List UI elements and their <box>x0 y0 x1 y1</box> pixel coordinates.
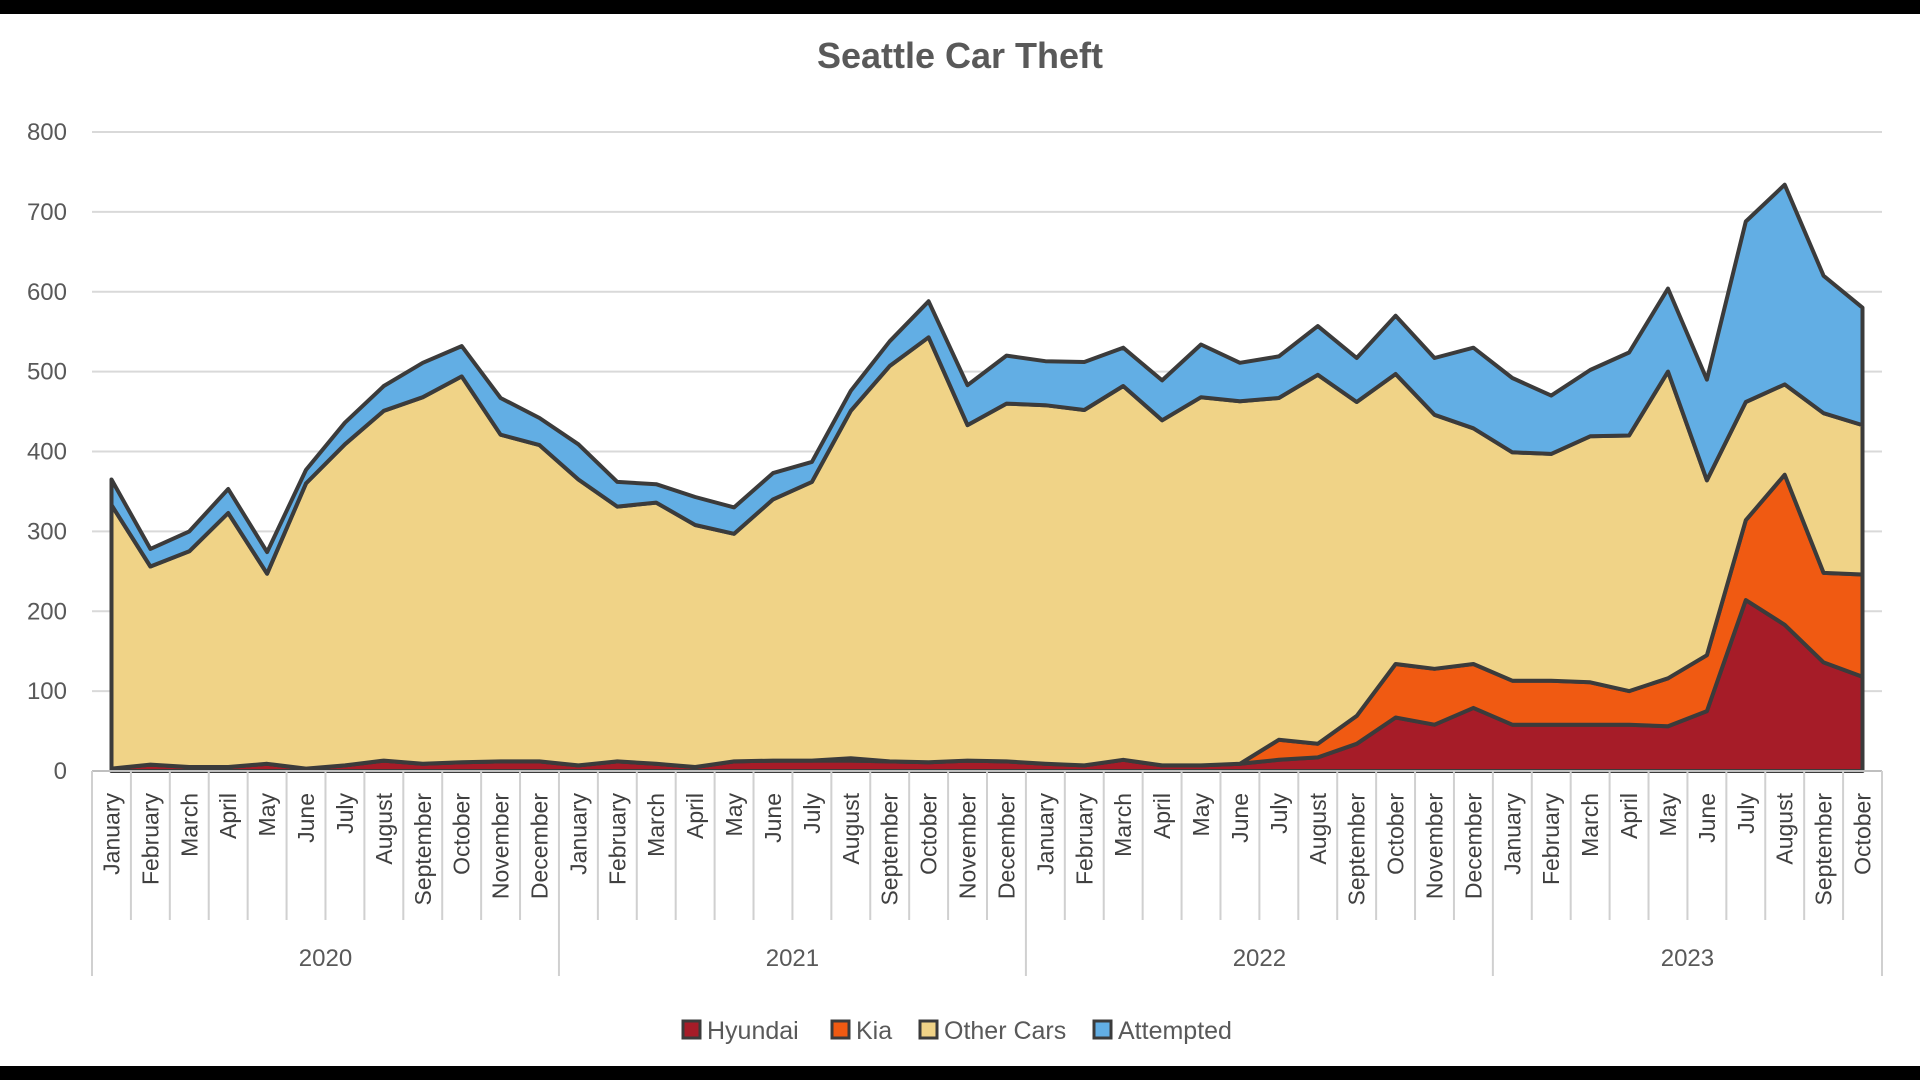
x-tick-label: November <box>1422 793 1448 899</box>
x-tick-label: May <box>721 793 747 837</box>
y-axis: 0 100 200 300 400 500 600 700 800 <box>27 119 67 785</box>
x-tick-label: March <box>176 793 202 857</box>
legend-swatch <box>1092 1019 1113 1040</box>
x-tick-label: June <box>760 793 786 843</box>
x-tick-label: September <box>410 793 436 906</box>
legend-swatch <box>918 1019 939 1040</box>
legend-label: Attempted <box>1118 1017 1232 1045</box>
legend-swatch <box>830 1019 851 1040</box>
x-tick-label: March <box>643 793 669 857</box>
x-tick-label: January <box>98 793 124 875</box>
x-tick-label: September <box>877 793 903 906</box>
y-tick-label: 800 <box>27 119 67 146</box>
x-tick-label: June <box>1694 793 1720 843</box>
year-label: 2020 <box>299 945 352 972</box>
year-label: 2022 <box>1233 945 1286 972</box>
legend-label: Kia <box>856 1017 892 1045</box>
chart-title: Seattle Car Theft <box>817 35 1103 76</box>
x-tick-label: July <box>799 793 825 834</box>
y-tick-label: 500 <box>27 359 67 386</box>
area-attempted <box>109 182 1865 576</box>
chart-frame: Seattle Car Theft 0 100 200 300 400 500 600 700… <box>0 14 1920 1066</box>
x-tick-label: September <box>1811 793 1837 906</box>
y-tick-label: 700 <box>27 199 67 226</box>
x-tick-label: December <box>993 793 1019 899</box>
x-tick-label: March <box>1577 793 1603 857</box>
x-tick-label: August <box>1772 792 1798 864</box>
x-tick-label: January <box>1499 793 1525 875</box>
y-tick-label: 200 <box>27 598 67 625</box>
x-tick-label: August <box>838 792 864 864</box>
x-tick-label: March <box>1110 793 1136 857</box>
x-tick-label: December <box>527 793 553 899</box>
x-tick-label: August <box>1305 792 1331 864</box>
x-tick-label: July <box>1266 793 1292 834</box>
x-tick-label: October <box>449 793 475 875</box>
x-tick-label: April <box>682 793 708 839</box>
y-tick-label: 600 <box>27 279 67 306</box>
x-tick-label: February <box>604 793 630 886</box>
x-tick-label: August <box>371 792 397 864</box>
y-tick-label: 300 <box>27 518 67 545</box>
x-tick-label: May <box>1655 793 1681 837</box>
x-tick-label: November <box>955 793 981 899</box>
x-tick-label: October <box>1383 793 1409 875</box>
x-tick-label: October <box>1850 793 1876 875</box>
x-tick-label: February <box>1538 793 1564 886</box>
x-tick-label: January <box>565 793 591 875</box>
x-tick-label: May <box>254 793 280 837</box>
x-tick-label: October <box>916 793 942 875</box>
x-axis: January February March April May June July Augu… <box>91 770 1883 976</box>
y-tick-label: 100 <box>27 678 67 705</box>
year-label: 2021 <box>766 945 819 972</box>
x-tick-label: June <box>293 793 319 843</box>
x-tick-label: June <box>1227 793 1253 843</box>
y-tick-label: 0 <box>54 758 67 785</box>
x-tick-label: February <box>137 793 163 886</box>
x-tick-label: September <box>1344 793 1370 906</box>
legend-swatch <box>681 1019 702 1040</box>
legend-label: Other Cars <box>944 1017 1066 1045</box>
x-tick-label: November <box>488 793 514 899</box>
year-label: 2023 <box>1661 945 1714 972</box>
x-tick-label: February <box>1071 793 1097 886</box>
stacked-area-chart: Seattle Car Theft 0 100 200 300 400 500 600 700… <box>27 35 1883 1045</box>
area-series <box>109 182 1865 773</box>
x-tick-label: April <box>1616 793 1642 839</box>
x-tick-label: May <box>1188 793 1214 837</box>
x-tick-label: July <box>332 793 358 834</box>
x-tick-label: April <box>215 793 241 839</box>
legend-label: Hyundai <box>707 1017 799 1045</box>
y-tick-label: 400 <box>27 439 67 466</box>
x-tick-label: April <box>1149 793 1175 839</box>
legend: Hyundai Kia Other Cars Attempted <box>681 1017 1232 1045</box>
x-tick-label: January <box>1032 793 1058 875</box>
x-tick-label: July <box>1733 793 1759 834</box>
x-tick-label: December <box>1460 793 1486 899</box>
